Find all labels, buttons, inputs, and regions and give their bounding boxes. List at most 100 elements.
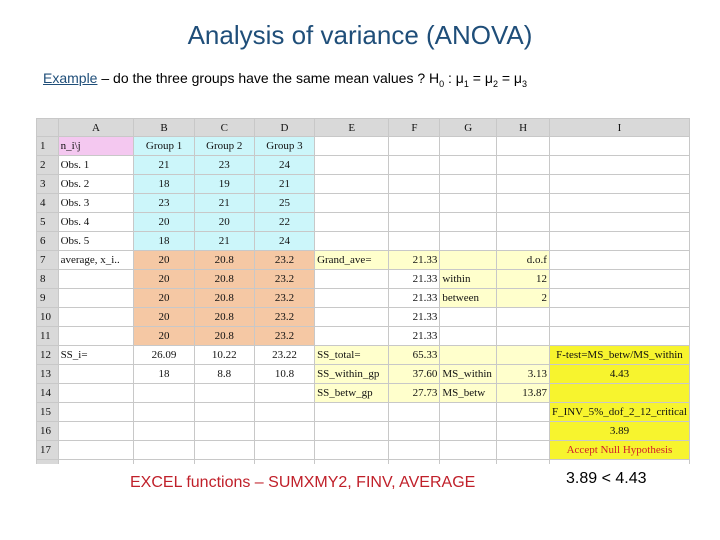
cell-e17[interactable] bbox=[314, 440, 390, 460]
cell-g16[interactable] bbox=[439, 421, 498, 441]
cell-c17[interactable] bbox=[193, 440, 255, 460]
cell-g17[interactable] bbox=[439, 440, 498, 460]
cell-b8[interactable]: 20 bbox=[133, 269, 195, 289]
cell-i10[interactable] bbox=[548, 307, 690, 327]
cell-i16[interactable]: 3.89 bbox=[548, 421, 690, 441]
cell-e6[interactable] bbox=[314, 231, 390, 251]
row-header[interactable]: 5 bbox=[36, 212, 59, 232]
cell-i13[interactable]: 4.43 bbox=[548, 364, 690, 384]
column-header-f[interactable]: F bbox=[388, 118, 441, 137]
cell-g3[interactable] bbox=[439, 174, 498, 194]
column-header-d[interactable]: D bbox=[253, 118, 316, 137]
cell-g14[interactable]: MS_betw bbox=[439, 383, 498, 403]
cell-e3[interactable] bbox=[314, 174, 390, 194]
cell-f17[interactable] bbox=[388, 440, 441, 460]
cell-e14[interactable]: SS_betw_gp bbox=[314, 383, 390, 403]
row-header[interactable]: 13 bbox=[36, 364, 59, 384]
cell-h2[interactable] bbox=[496, 155, 550, 175]
cell-b18[interactable] bbox=[133, 459, 195, 464]
cell-i6[interactable] bbox=[548, 231, 690, 251]
column-header-b[interactable]: B bbox=[133, 118, 195, 137]
row-header[interactable]: 8 bbox=[36, 269, 59, 289]
cell-c7[interactable]: 20.8 bbox=[193, 250, 255, 270]
cell-g5[interactable] bbox=[439, 212, 498, 232]
cell-a12[interactable]: SS_i= bbox=[57, 345, 135, 365]
cell-d6[interactable]: 24 bbox=[253, 231, 316, 251]
row-header[interactable]: 18 bbox=[36, 459, 59, 464]
cell-g15[interactable] bbox=[439, 402, 498, 422]
cell-h14[interactable]: 13.87 bbox=[496, 383, 550, 403]
cell-h16[interactable] bbox=[496, 421, 550, 441]
cell-i9[interactable] bbox=[548, 288, 690, 308]
cell-h7[interactable]: d.o.f bbox=[496, 250, 550, 270]
cell-e2[interactable] bbox=[314, 155, 390, 175]
cell-f8[interactable]: 21.33 bbox=[388, 269, 441, 289]
cell-d4[interactable]: 25 bbox=[253, 193, 316, 213]
row-header[interactable]: 6 bbox=[36, 231, 59, 251]
cell-b6[interactable]: 18 bbox=[133, 231, 195, 251]
cell-d10[interactable]: 23.2 bbox=[253, 307, 316, 327]
cell-b11[interactable]: 20 bbox=[133, 326, 195, 346]
cell-c13[interactable]: 8.8 bbox=[193, 364, 255, 384]
cell-a17[interactable] bbox=[57, 440, 135, 460]
cell-e4[interactable] bbox=[314, 193, 390, 213]
cell-h17[interactable] bbox=[496, 440, 550, 460]
row-header[interactable]: 16 bbox=[36, 421, 59, 441]
cell-i14[interactable] bbox=[548, 383, 690, 403]
cell-e12[interactable]: SS_total= bbox=[314, 345, 390, 365]
cell-f1[interactable] bbox=[388, 136, 441, 156]
cell-h15[interactable] bbox=[496, 402, 550, 422]
cell-h9[interactable]: 2 bbox=[496, 288, 550, 308]
cell-a18[interactable] bbox=[57, 459, 135, 464]
cell-h8[interactable]: 12 bbox=[496, 269, 550, 289]
cell-e5[interactable] bbox=[314, 212, 390, 232]
cell-h3[interactable] bbox=[496, 174, 550, 194]
cell-f7[interactable]: 21.33 bbox=[388, 250, 441, 270]
row-header[interactable]: 2 bbox=[36, 155, 59, 175]
cell-b2[interactable]: 21 bbox=[133, 155, 195, 175]
cell-i8[interactable] bbox=[548, 269, 690, 289]
row-header[interactable]: 9 bbox=[36, 288, 59, 308]
cell-a1[interactable]: n_i\j bbox=[57, 136, 135, 156]
cell-i12[interactable]: F-test=MS_betw/MS_within bbox=[548, 345, 690, 365]
cell-a5[interactable]: Obs. 4 bbox=[57, 212, 135, 232]
cell-d17[interactable] bbox=[253, 440, 316, 460]
cell-f14[interactable]: 27.73 bbox=[388, 383, 441, 403]
cell-g4[interactable] bbox=[439, 193, 498, 213]
cell-d7[interactable]: 23.2 bbox=[253, 250, 316, 270]
cell-d8[interactable]: 23.2 bbox=[253, 269, 316, 289]
cell-g10[interactable] bbox=[439, 307, 498, 327]
cell-a10[interactable] bbox=[57, 307, 135, 327]
cell-i18[interactable] bbox=[548, 459, 690, 464]
cell-d1[interactable]: Group 3 bbox=[253, 136, 316, 156]
cell-h5[interactable] bbox=[496, 212, 550, 232]
cell-c5[interactable]: 20 bbox=[193, 212, 255, 232]
cell-g7[interactable] bbox=[439, 250, 498, 270]
cell-g6[interactable] bbox=[439, 231, 498, 251]
cell-g11[interactable] bbox=[439, 326, 498, 346]
cell-a9[interactable] bbox=[57, 288, 135, 308]
cell-f18[interactable] bbox=[388, 459, 441, 464]
cell-i4[interactable] bbox=[548, 193, 690, 213]
cell-b16[interactable] bbox=[133, 421, 195, 441]
column-header-e[interactable]: E bbox=[314, 118, 390, 137]
cell-e11[interactable] bbox=[314, 326, 390, 346]
cell-a15[interactable] bbox=[57, 402, 135, 422]
cell-c6[interactable]: 21 bbox=[193, 231, 255, 251]
cell-c8[interactable]: 20.8 bbox=[193, 269, 255, 289]
cell-c4[interactable]: 21 bbox=[193, 193, 255, 213]
cell-c12[interactable]: 10.22 bbox=[193, 345, 255, 365]
cell-d2[interactable]: 24 bbox=[253, 155, 316, 175]
cell-h6[interactable] bbox=[496, 231, 550, 251]
cell-h1[interactable] bbox=[496, 136, 550, 156]
cell-a7[interactable]: average, x_i.. bbox=[57, 250, 135, 270]
cell-f3[interactable] bbox=[388, 174, 441, 194]
cell-d14[interactable] bbox=[253, 383, 316, 403]
cell-f11[interactable]: 21.33 bbox=[388, 326, 441, 346]
cell-c2[interactable]: 23 bbox=[193, 155, 255, 175]
cell-i1[interactable] bbox=[548, 136, 690, 156]
cell-e1[interactable] bbox=[314, 136, 390, 156]
cell-i7[interactable] bbox=[548, 250, 690, 270]
cell-b10[interactable]: 20 bbox=[133, 307, 195, 327]
cell-e7[interactable]: Grand_ave= bbox=[314, 250, 390, 270]
